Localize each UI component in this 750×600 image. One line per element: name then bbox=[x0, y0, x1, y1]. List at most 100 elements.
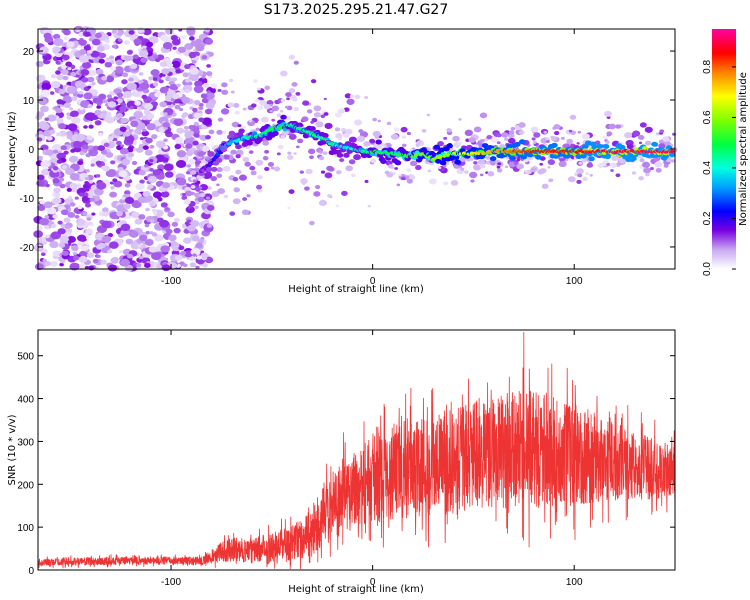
spectrogram-point bbox=[242, 197, 248, 201]
spectrogram-point bbox=[242, 156, 250, 163]
spectrogram-point bbox=[84, 188, 90, 192]
spectrogram-point bbox=[390, 133, 399, 140]
spectrogram-point bbox=[353, 154, 361, 161]
spectrogram-point bbox=[504, 137, 509, 141]
snr-y-tick-label: 300 bbox=[17, 437, 34, 448]
spectrogram-point bbox=[124, 134, 135, 143]
spectrogram-point bbox=[133, 111, 144, 119]
spectrogram-point bbox=[201, 55, 208, 60]
spectrogram-point bbox=[348, 136, 357, 143]
spectrogram-point bbox=[197, 151, 205, 157]
spectrogram-point bbox=[264, 149, 270, 154]
spectrogram-point bbox=[370, 158, 377, 164]
spectrogram-point bbox=[280, 98, 286, 103]
spectrogram-point bbox=[110, 160, 116, 165]
spectrogram-point bbox=[109, 191, 118, 198]
spectrogram-point bbox=[150, 252, 162, 261]
spectrogram-point bbox=[50, 223, 57, 229]
spectrogram-point bbox=[44, 117, 50, 122]
spectrogram-point bbox=[52, 177, 60, 184]
spectrogram-point bbox=[123, 55, 132, 62]
spectrogram-point bbox=[153, 55, 159, 59]
spectrogram-point bbox=[154, 57, 161, 63]
spectrogram-point bbox=[354, 119, 363, 126]
spectrogram-point bbox=[161, 157, 169, 163]
spectrogram-point bbox=[69, 202, 76, 207]
snr-y-tick-label: 100 bbox=[17, 523, 34, 534]
spectrogram-point bbox=[98, 132, 104, 137]
spectrogram-point bbox=[138, 169, 146, 176]
spectrogram-point bbox=[100, 165, 106, 170]
spectrogram-point bbox=[199, 183, 209, 191]
spectrogram-point bbox=[173, 217, 180, 223]
spectrogram-point bbox=[588, 156, 595, 162]
spectrogram-point bbox=[169, 84, 179, 91]
spectrogram-point bbox=[577, 130, 581, 134]
spectrogram-point bbox=[160, 245, 170, 253]
spectrogram-point bbox=[180, 250, 187, 256]
spectrogram-point bbox=[460, 167, 465, 171]
spectrogram-point bbox=[36, 155, 44, 161]
spectrogram-point bbox=[201, 75, 206, 79]
spectrogram-point bbox=[66, 112, 71, 116]
spectrogram-point bbox=[124, 264, 134, 272]
snr-x-tick-label: 0 bbox=[370, 577, 376, 588]
spectrogram-point bbox=[507, 137, 516, 144]
spectrogram-point bbox=[543, 130, 548, 134]
spectrogram-point bbox=[220, 108, 230, 115]
spectrogram-point bbox=[138, 255, 144, 260]
spectrogram-point bbox=[473, 161, 478, 165]
spectrogram-point bbox=[100, 259, 107, 265]
spectrogram-point bbox=[91, 38, 101, 46]
spectrogram-point bbox=[55, 107, 63, 114]
spectrogram-point bbox=[179, 107, 184, 112]
snr-x-tick-label: 100 bbox=[566, 577, 583, 588]
spectrogram-point bbox=[137, 196, 147, 204]
spectrogram-point bbox=[163, 112, 168, 116]
spectrogram-point bbox=[336, 170, 342, 175]
spectrogram-point bbox=[95, 68, 104, 76]
spectrogram-point bbox=[216, 129, 223, 135]
spectrogram-point bbox=[87, 103, 93, 109]
spectrogram-point bbox=[176, 150, 187, 158]
spectrogram-point bbox=[277, 144, 284, 150]
spectrogram-point bbox=[318, 199, 327, 207]
spectrogram-point bbox=[93, 187, 104, 196]
spectrogram-point bbox=[188, 124, 195, 130]
spectrogram-point bbox=[497, 162, 502, 166]
spectrogram-point bbox=[351, 143, 358, 149]
spectrogram-point bbox=[51, 143, 62, 152]
spectrogram-point bbox=[323, 112, 329, 116]
spectrogram-point bbox=[127, 152, 135, 158]
spectrogram-point bbox=[206, 90, 211, 93]
spectrogram-point bbox=[159, 101, 167, 108]
spectrogram-point bbox=[186, 28, 196, 35]
spectrogram-point bbox=[669, 149, 675, 154]
spectrogram-point bbox=[479, 112, 488, 119]
spectrogram-point bbox=[446, 143, 453, 149]
spectrogram-point bbox=[389, 171, 393, 174]
spectrogram-point bbox=[235, 169, 242, 175]
spectrogram-point bbox=[198, 117, 205, 123]
spectrogram-point bbox=[351, 173, 356, 178]
spectrogram-point bbox=[152, 211, 158, 216]
spectrogram-point bbox=[199, 103, 204, 107]
spectrogram-point bbox=[324, 122, 333, 130]
spectrogram-point bbox=[288, 189, 295, 194]
spectrogram-point bbox=[175, 160, 187, 168]
spectrogram-point bbox=[129, 230, 139, 238]
spectrogram-point bbox=[162, 41, 173, 50]
spectrogram-point bbox=[98, 58, 105, 64]
spectrogram-point bbox=[437, 166, 442, 170]
spectrogram-x-tick-label: 100 bbox=[566, 276, 583, 287]
spectrogram-point bbox=[458, 118, 462, 121]
spectrogram-point bbox=[271, 118, 275, 122]
spectrogram-point bbox=[320, 114, 326, 119]
spectrogram-point bbox=[61, 165, 68, 170]
spectrogram-point bbox=[75, 133, 86, 142]
spectrogram-point bbox=[192, 107, 198, 113]
spectrogram-y-tick-label: 20 bbox=[23, 47, 35, 58]
spectrogram-point bbox=[215, 158, 223, 164]
